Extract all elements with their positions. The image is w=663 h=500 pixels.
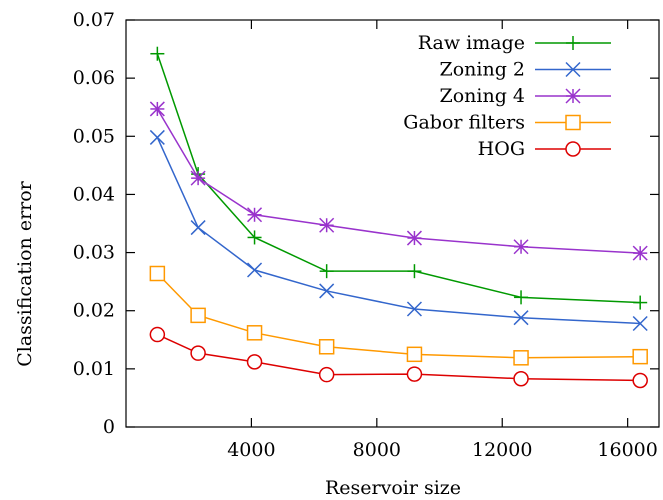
data-point	[318, 339, 335, 355]
data-point	[513, 350, 529, 366]
data-point	[247, 207, 263, 223]
data-point	[149, 265, 166, 282]
data-point	[632, 315, 648, 332]
axes-layer: 0 0.01 0.02 0.03 0.04 0.05 0.06 0.07 4000 8000 120…	[73, 9, 660, 461]
data-point	[149, 326, 166, 343]
data-point	[190, 220, 206, 236]
series-line	[156, 108, 641, 254]
y-tick-label: 0.06	[73, 67, 115, 89]
y-tick-label: 0.07	[73, 9, 115, 31]
y-tick-label: 0.03	[73, 242, 115, 264]
x-tick-label: 12000	[472, 439, 532, 461]
data-point	[406, 346, 423, 363]
data-point	[514, 290, 529, 305]
y-tick-label: 0	[103, 416, 115, 438]
y-tick-label: 0.01	[73, 358, 115, 380]
data-point	[513, 370, 529, 387]
legend-label: HOG	[478, 138, 525, 160]
legend: Raw image Zoning 2 Zoning 4 Gabor filters HO…	[403, 32, 611, 160]
legend-marker	[565, 88, 581, 104]
data-point	[632, 245, 648, 261]
legend-marker	[565, 61, 581, 78]
series-raw-image	[150, 46, 648, 310]
x-tick-label: 8000	[353, 439, 401, 461]
x-tick-label: 16000	[597, 439, 657, 461]
data-point	[318, 366, 335, 383]
legend-label: Gabor filters	[403, 112, 525, 134]
legend-marker	[565, 114, 581, 131]
plot-frame	[125, 19, 660, 428]
data-point	[149, 101, 165, 117]
data-point	[190, 307, 206, 324]
data-point	[247, 262, 263, 278]
data-point	[246, 325, 263, 341]
y-axis-title: Classification error	[14, 180, 36, 366]
series-line	[156, 272, 641, 359]
data-point	[246, 354, 263, 370]
series-gabor-filters	[149, 265, 648, 366]
data-point	[407, 264, 422, 279]
legend-marker	[565, 141, 581, 157]
data-point	[149, 129, 165, 145]
y-tick-label: 0.05	[73, 125, 115, 147]
legend-entry: Zoning 4	[440, 85, 611, 107]
data-point	[513, 310, 529, 326]
data-point	[632, 348, 648, 365]
data-point	[319, 264, 334, 279]
data-point	[406, 301, 422, 317]
data-point	[513, 239, 529, 255]
data-point	[406, 366, 423, 382]
legend-label: Zoning 2	[440, 59, 525, 81]
series-zoning-4	[149, 101, 648, 261]
data-point	[247, 230, 262, 245]
data-point	[150, 46, 165, 61]
legend-entry: Raw image	[418, 32, 611, 54]
data-point	[190, 345, 206, 361]
data-point	[319, 283, 335, 299]
x-axis-title: Reservoir size	[325, 477, 461, 499]
series-line	[156, 137, 641, 325]
series-hog	[149, 326, 648, 389]
data-point	[190, 170, 206, 186]
legend-entry: Gabor filters	[403, 112, 611, 134]
series-layer	[149, 46, 648, 389]
data-point	[319, 217, 335, 233]
legend-label: Zoning 4	[440, 85, 525, 107]
legend-label: Raw image	[418, 32, 525, 54]
y-tick-label: 0.04	[73, 183, 115, 205]
legend-marker	[566, 36, 580, 50]
series-zoning-2	[149, 129, 648, 332]
data-point	[632, 372, 648, 389]
legend-entry: Zoning 2	[440, 59, 611, 81]
data-point	[406, 230, 422, 246]
data-point	[633, 295, 648, 310]
y-tick-label: 0.02	[73, 300, 115, 322]
legend-entry: HOG	[478, 138, 611, 160]
x-tick-label: 4000	[227, 439, 275, 461]
